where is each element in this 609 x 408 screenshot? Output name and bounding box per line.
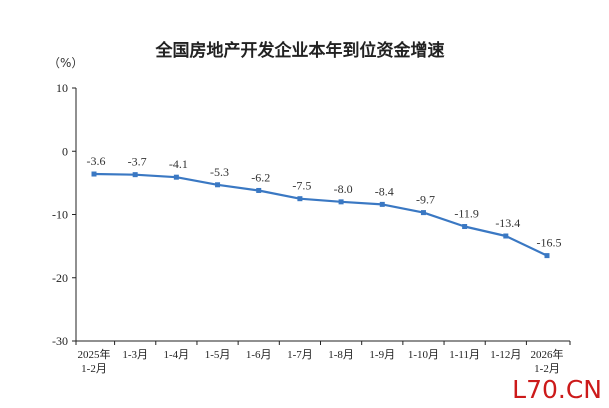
data-point-marker: [420, 210, 426, 216]
chart-title: 全国房地产开发企业本年到位资金增速: [155, 40, 445, 61]
x-tick-label: 1-5月: [205, 349, 231, 361]
data-labels: -3.6 -3.7 -4.1 -5.3 -6.2 -7.5 -8.0 -8.4 -9.7 -11.…: [87, 154, 562, 250]
data-point-marker: [544, 253, 550, 259]
x-tick-label: 1-7月: [287, 349, 313, 361]
data-point-marker: [503, 233, 509, 239]
data-label: -8.0: [334, 182, 353, 196]
data-point-marker: [256, 187, 262, 193]
data-point-marker: [338, 199, 344, 205]
y-tick-label: -10: [52, 208, 68, 222]
data-label: -4.1: [169, 157, 188, 171]
data-label: -5.3: [210, 165, 229, 179]
x-tick-label: 1-3月: [122, 349, 148, 361]
data-point-marker: [462, 224, 468, 230]
y-tick-label: 10: [56, 81, 68, 95]
data-point-marker: [379, 201, 385, 207]
data-label: -11.9: [454, 207, 479, 221]
y-unit-label: （%）: [48, 56, 83, 70]
data-label: -7.5: [292, 179, 311, 193]
x-tick-label: 1-10月: [408, 349, 439, 361]
data-label: -3.7: [128, 155, 147, 169]
watermark: L70.CN: [512, 375, 602, 404]
series-line: [93, 172, 548, 257]
x-ticks: 2025年 1-2月 1-3月 1-4月 1-5月 1-6月 1-7月 1-8月 1-9月 1-1…: [75, 341, 571, 375]
x-tick-label: 1-2月: [534, 363, 560, 375]
data-label: -16.5: [537, 236, 562, 250]
data-point-marker: [132, 172, 138, 178]
x-tick-label: 2025年: [78, 347, 111, 361]
data-label: -8.4: [375, 184, 394, 198]
x-tick-label: 1-8月: [328, 349, 354, 361]
x-tick-label: 1-12月: [490, 349, 521, 361]
data-point-marker: [91, 171, 97, 177]
data-label: -3.6: [87, 154, 106, 168]
data-point-marker: [173, 174, 179, 180]
y-tick-label: -20: [52, 271, 68, 285]
y-ticks: 10 0 -10 -20 -30: [52, 81, 76, 348]
data-point-marker: [215, 182, 221, 188]
x-tick-label: 1-11月: [449, 349, 480, 361]
series-group: [91, 171, 550, 259]
y-tick-label: -30: [52, 334, 68, 348]
y-tick-label: 0: [62, 144, 68, 158]
data-label: -13.4: [495, 216, 520, 230]
x-tick-label: 1-6月: [246, 349, 272, 361]
data-label: -6.2: [251, 170, 270, 184]
data-point-marker: [297, 196, 303, 202]
x-tick-label: 1-4月: [164, 349, 190, 361]
x-tick-label: 2026年: [531, 347, 564, 361]
x-tick-label: 1-9月: [369, 349, 395, 361]
x-tick-label: 1-2月: [81, 363, 107, 375]
data-label: -9.7: [416, 193, 435, 207]
